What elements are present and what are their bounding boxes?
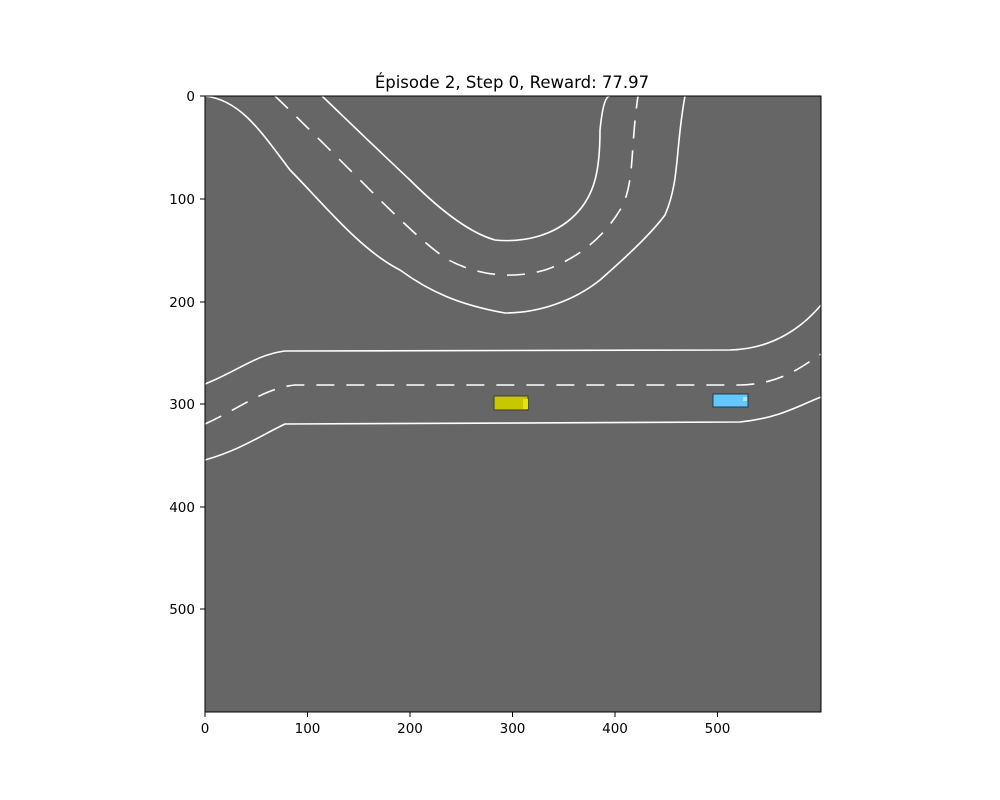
x-tick-label: 100 bbox=[295, 721, 321, 737]
x-tick-label: 200 bbox=[397, 721, 423, 737]
curved-road-center-line bbox=[274, 95, 639, 276]
x-tick-label: 0 bbox=[201, 721, 210, 737]
x-tick-label: 400 bbox=[602, 721, 628, 737]
game-view bbox=[204, 95, 822, 712]
y-tick-label: 0 bbox=[186, 89, 195, 105]
straight-road-center-line bbox=[204, 353, 822, 425]
y-tick-label: 500 bbox=[169, 602, 195, 618]
ego-car-body bbox=[493, 395, 529, 411]
straight-road-bottom-edge bbox=[204, 396, 822, 461]
ego-car bbox=[493, 395, 529, 411]
ego-car-light bbox=[523, 404, 528, 409]
x-axis-labels: 0 100 200 300 400 500 bbox=[201, 721, 731, 737]
curved-road bbox=[204, 95, 686, 314]
plot-title: Épisode 2, Step 0, Reward: 77.97 bbox=[375, 73, 649, 92]
y-axis bbox=[200, 95, 205, 610]
y-axis-labels: 0 100 200 300 400 500 bbox=[169, 89, 195, 618]
ego-car-light bbox=[523, 399, 528, 404]
curved-road-left-edge bbox=[204, 95, 686, 314]
y-tick-label: 200 bbox=[169, 295, 195, 311]
y-tick-label: 100 bbox=[169, 192, 195, 208]
straight-road bbox=[204, 304, 822, 461]
straight-road-top-edge bbox=[204, 304, 822, 385]
y-tick-label: 300 bbox=[169, 397, 195, 413]
other-car-light bbox=[743, 397, 747, 401]
curved-road-right-edge bbox=[321, 95, 611, 242]
other-car-body bbox=[712, 393, 749, 408]
x-tick-label: 500 bbox=[705, 721, 731, 737]
x-tick-label: 300 bbox=[500, 721, 526, 737]
other-car bbox=[712, 393, 749, 408]
x-axis bbox=[204, 712, 718, 717]
y-tick-label: 400 bbox=[169, 500, 195, 516]
